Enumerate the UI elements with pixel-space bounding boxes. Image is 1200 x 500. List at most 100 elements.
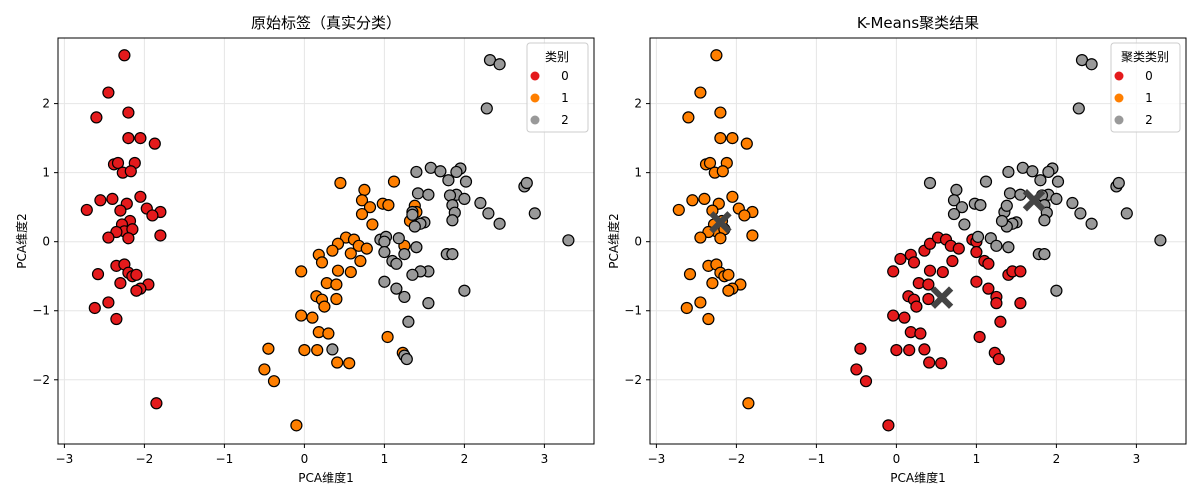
x-tick-label: 1 [973, 452, 981, 466]
x-tick-label: −3 [648, 452, 666, 466]
scatter-point-class-2 [1154, 234, 1167, 247]
scatter-point-class-0 [94, 194, 107, 207]
scatter-point-class-2 [480, 102, 493, 115]
scatter-point-class-2 [390, 257, 403, 270]
legend-label-1: 1 [561, 91, 569, 105]
scatter-point-class-2 [390, 282, 403, 295]
scatter-point-class-0 [922, 292, 935, 306]
scatter-point-class-0 [102, 231, 115, 244]
y-tick-label: 2 [42, 97, 50, 111]
scatter-point-class-1 [672, 203, 685, 217]
scatter-point-class-0 [114, 277, 127, 290]
scatter-point-class-1 [698, 192, 711, 205]
scatter-point-class-0 [90, 111, 103, 124]
scatter-point-class-0 [134, 190, 147, 203]
scatter-point-class-2 [995, 214, 1009, 228]
scatter-point-class-0 [973, 330, 986, 344]
scatter-point-class-1 [330, 278, 343, 291]
scatter-point-class-2 [378, 235, 391, 248]
scatter-point-class-1 [366, 218, 379, 231]
legend-title: 聚类类别 [1121, 50, 1169, 64]
scatter-point-class-0 [992, 352, 1005, 366]
scatter-point-class-0 [124, 165, 137, 178]
legend-title: 类别 [545, 50, 569, 64]
scatter-point-class-0 [122, 106, 135, 119]
legend-label-0: 0 [561, 69, 569, 83]
scatter-point-class-2 [1085, 217, 1098, 230]
scatter-point-class-2 [458, 284, 471, 297]
scatter-point-class-0 [914, 327, 927, 340]
legend-box [526, 42, 589, 133]
scatter-point-class-0 [903, 343, 916, 357]
plot-frame [649, 37, 1187, 445]
scatter-point-class-2 [410, 165, 423, 179]
x-tick-label: 3 [541, 452, 549, 466]
scatter-point-class-0 [122, 132, 135, 145]
scatter-point-class-0 [923, 356, 936, 369]
scatter-points [672, 49, 1167, 432]
legend-marker-1 [1114, 93, 1124, 103]
scatter-point-class-2 [971, 230, 985, 243]
scatter-point-class-2 [398, 290, 411, 304]
scatter-point-class-1 [258, 363, 271, 376]
scatter-point-class-0 [887, 309, 900, 322]
scatter-point-class-1 [702, 312, 715, 326]
scatter-point-class-1 [344, 247, 357, 260]
scatter-point-class-1 [694, 296, 707, 309]
scatter-point-class-1 [295, 309, 308, 322]
scatter-point-class-1 [363, 201, 377, 214]
scatter-point-class-0 [146, 209, 159, 222]
scatter-point-class-2 [1112, 176, 1125, 190]
scatter-point-class-0 [106, 192, 119, 205]
x-tick-label: −1 [808, 452, 826, 466]
scatter-point-class-0 [130, 268, 143, 281]
scatter-point-class-2 [528, 207, 541, 220]
scatter-point-class-2 [1072, 102, 1085, 115]
legend-marker-0 [1114, 71, 1124, 81]
y-axis-label: PCA维度2 [14, 213, 29, 268]
scatter-point-class-0 [859, 375, 873, 388]
chart-kmeans-result: −3 −2 −1 0 1 2 3 −2 −1 0 1 2 K-Means聚类结果 PCA维度1 PC… [606, 14, 1187, 485]
scatter-point-class-1 [290, 419, 303, 432]
scatter-point-class-1 [306, 311, 319, 324]
grid-lines [650, 38, 1186, 444]
scatter-point-class-1 [318, 300, 331, 313]
scatter-point-class-2 [1003, 187, 1017, 200]
scatter-point-class-0 [907, 256, 921, 269]
scatter-point-class-0 [894, 252, 907, 266]
legend-label-0: 0 [1145, 69, 1153, 83]
scatter-point-class-1 [355, 207, 369, 221]
scatter-point-class-2 [955, 201, 969, 214]
x-tick-label: 3 [1133, 452, 1141, 466]
scatter-point-class-0 [1014, 297, 1027, 310]
legend-box [1110, 42, 1181, 133]
scatter-point-class-1 [267, 375, 281, 388]
scatter-point-class-1 [714, 132, 727, 145]
scatter-point-class-1 [311, 343, 324, 357]
scatter-point-class-1 [722, 268, 735, 281]
scatter-point-class-2 [947, 194, 961, 207]
scatter-point-class-0 [91, 268, 105, 281]
scatter-point-class-2 [482, 207, 495, 220]
scatter-point-class-0 [910, 300, 923, 313]
scatter-point-class-2 [400, 352, 413, 366]
scatter-point-class-2 [520, 176, 533, 190]
scatter-point-class-2 [950, 183, 963, 197]
scatter-point-class-2 [458, 192, 471, 205]
scatter-point-class-1 [680, 301, 693, 315]
scatter-point-class-1 [683, 268, 697, 281]
scatter-point-class-1 [722, 284, 735, 297]
scatter-point-class-2 [450, 165, 463, 179]
scatter-point-class-2 [1038, 214, 1051, 227]
scatter-point-class-0 [946, 254, 959, 268]
scatter-point-class-0 [890, 343, 903, 357]
scatter-point-class-0 [935, 357, 948, 370]
scatter-point-class-1 [343, 357, 356, 370]
scatter-point-class-0 [970, 245, 983, 259]
legend-entries: 0 1 2 [530, 69, 569, 127]
scatter-point-class-0 [154, 229, 167, 242]
scatter-point-class-1 [382, 198, 395, 212]
scatter-point-class-1 [746, 229, 759, 242]
scatter-point-class-1 [740, 137, 753, 150]
scatter-point-class-2 [442, 174, 455, 187]
